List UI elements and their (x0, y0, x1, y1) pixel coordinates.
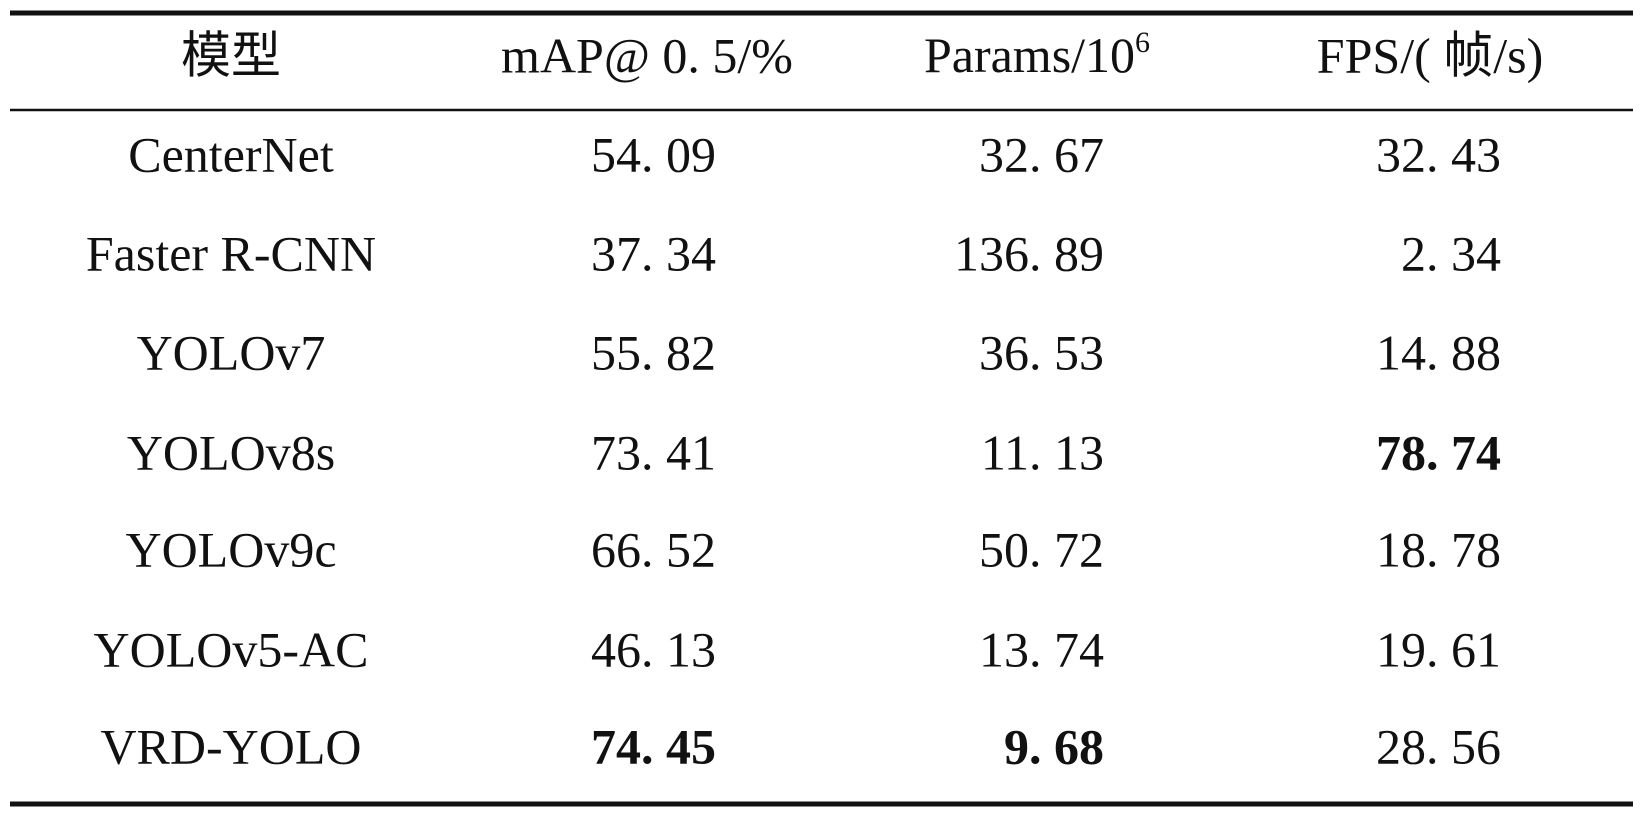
cell-value: 2. 34 (1401, 225, 1501, 281)
header-cell: FPS/( 帧/s) (1317, 27, 1543, 83)
header-text: Params/10 (924, 27, 1135, 83)
cell-value: 54. 09 (591, 126, 716, 182)
model-name: YOLOv8s (127, 424, 335, 480)
cell-value: 50. 72 (979, 521, 1104, 577)
cell-value: 19. 61 (1376, 621, 1501, 677)
cell-value: 28. 56 (1376, 718, 1501, 774)
header-superscript: 6 (1135, 26, 1150, 59)
model-name: CenterNet (128, 126, 334, 182)
model-name: YOLOv7 (137, 324, 326, 380)
cell-value: 13. 74 (979, 621, 1104, 677)
model-name: Faster R-CNN (86, 225, 376, 281)
model-name: YOLOv5-AC (94, 621, 369, 677)
cell-value: 9. 68 (1004, 718, 1104, 774)
cell-value: 37. 34 (591, 225, 716, 281)
cell-value: 18. 78 (1376, 521, 1501, 577)
cell-value: 55. 82 (591, 324, 716, 380)
cell-value: 11. 13 (981, 424, 1104, 480)
model-name: VRD-YOLO (100, 718, 361, 774)
cell-value: 136. 89 (954, 225, 1104, 281)
header-cell: mAP@ 0. 5/% (501, 27, 793, 83)
cell-value: 36. 53 (979, 324, 1104, 380)
cell-value: 46. 13 (591, 621, 716, 677)
cell-value: 32. 67 (979, 126, 1104, 182)
header-cell: Params/106 (924, 26, 1150, 84)
header-cell: 模型 (181, 27, 281, 83)
cell-value: 78. 74 (1376, 424, 1501, 480)
model-name: YOLOv9c (125, 521, 336, 577)
cell-value: 66. 52 (591, 521, 716, 577)
cell-value: 74. 45 (591, 718, 716, 774)
cell-value: 73. 41 (591, 424, 716, 480)
cell-value: 32. 43 (1376, 126, 1501, 182)
cell-value: 14. 88 (1376, 324, 1501, 380)
